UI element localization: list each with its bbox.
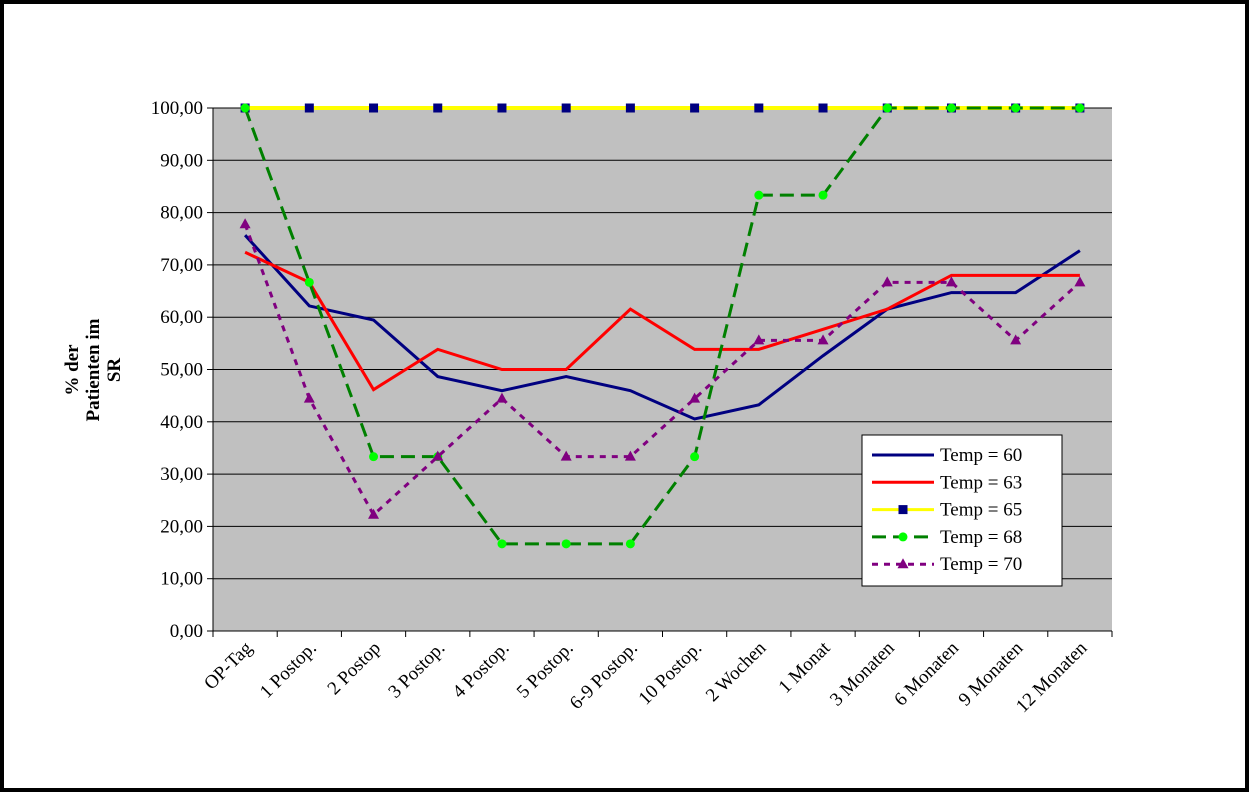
legend-label: Temp = 63 [940, 472, 1022, 493]
marker [369, 452, 379, 462]
marker [881, 276, 893, 287]
marker [497, 103, 507, 113]
marker [561, 103, 571, 113]
y-axis-title: % derPatienten imSR [62, 318, 125, 421]
y-tick-label: 70,00 [160, 255, 203, 276]
marker [1074, 276, 1086, 287]
marker [240, 103, 250, 113]
marker [368, 508, 380, 519]
marker [239, 218, 251, 229]
marker [754, 190, 764, 200]
marker [753, 334, 765, 345]
marker [497, 539, 507, 549]
marker [818, 103, 828, 113]
marker [946, 103, 956, 113]
marker [945, 276, 957, 287]
marker [1010, 334, 1022, 345]
marker [818, 190, 828, 200]
y-tick-label: 90,00 [160, 150, 203, 171]
marker [882, 103, 892, 113]
series-line [243, 106, 1080, 546]
marker [817, 334, 829, 345]
marker [433, 103, 443, 113]
marker [690, 103, 700, 113]
y-tick-label: 100,00 [151, 98, 203, 119]
marker [689, 392, 701, 403]
legend-label: Temp = 70 [940, 554, 1022, 575]
marker [754, 103, 764, 113]
y-tick-label: 0,00 [170, 621, 203, 642]
marker [432, 450, 444, 461]
marker [1011, 103, 1021, 113]
marker [624, 450, 636, 461]
marker [898, 532, 908, 542]
marker [304, 103, 314, 113]
y-axis-title-line: SR [104, 358, 125, 383]
y-tick-label: 30,00 [160, 464, 203, 485]
y-tick-label: 10,00 [160, 569, 203, 590]
y-axis-title-line: Patienten im [83, 318, 104, 421]
y-tick-label: 60,00 [160, 307, 203, 328]
marker [560, 450, 572, 461]
y-tick-label: 80,00 [160, 203, 203, 224]
marker [898, 505, 908, 515]
y-tick-label: 20,00 [160, 516, 203, 537]
marker [690, 452, 700, 462]
marker [625, 539, 635, 549]
series-line [243, 223, 1081, 518]
marker [625, 103, 635, 113]
legend-label: Temp = 65 [940, 500, 1022, 521]
marker [496, 392, 508, 403]
marker [897, 558, 909, 569]
marker [369, 103, 379, 113]
marker [561, 539, 571, 549]
y-axis-title-line: % der [62, 344, 83, 396]
y-tick-label: 50,00 [160, 360, 203, 381]
legend-label: Temp = 60 [940, 445, 1022, 466]
legend-label: Temp = 68 [940, 527, 1022, 548]
series-line [243, 234, 1081, 421]
marker [304, 277, 314, 287]
y-tick-label: 40,00 [160, 412, 203, 433]
marker [1075, 103, 1085, 113]
marker [303, 392, 315, 403]
